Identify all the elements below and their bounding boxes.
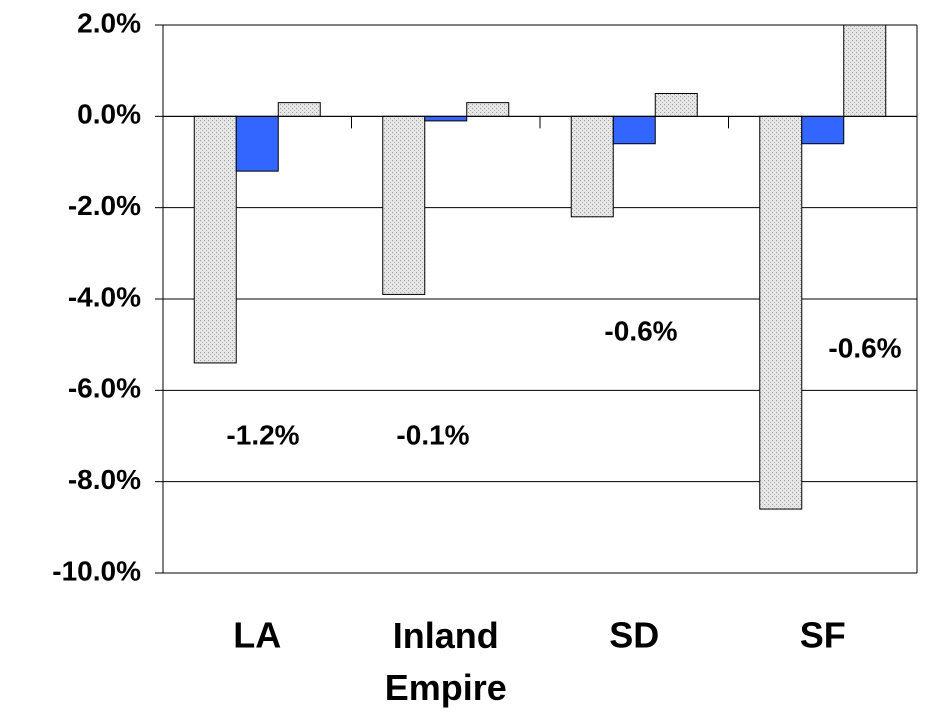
- x-tick-label: SF: [800, 615, 846, 656]
- bar: [466, 102, 510, 117]
- y-tick-label: 2.0%: [77, 7, 141, 38]
- y-tick-label: -8.0%: [68, 464, 141, 495]
- y-tick-label: -10.0%: [52, 555, 141, 586]
- bar: [570, 115, 614, 218]
- bar: [654, 93, 698, 117]
- y-tick-label: -6.0%: [68, 373, 141, 404]
- x-tick-label: SD: [609, 615, 659, 656]
- bar: [801, 115, 845, 145]
- bar: [759, 115, 803, 510]
- y-tick-label: -4.0%: [68, 281, 141, 312]
- bar: [235, 115, 279, 172]
- bar: [193, 115, 237, 364]
- y-tick-label: 0.0%: [77, 99, 141, 130]
- data-label: -0.6%: [604, 315, 677, 346]
- bar: [424, 115, 468, 122]
- bar: [277, 102, 321, 117]
- data-label: -1.2%: [226, 419, 299, 450]
- data-label: -0.1%: [396, 419, 469, 450]
- y-tick-label: -2.0%: [68, 190, 141, 221]
- bar: [843, 24, 887, 117]
- bar: [612, 115, 656, 145]
- bar: [382, 115, 426, 295]
- x-tick-label: Inland Empire: [385, 615, 507, 708]
- data-label: -0.6%: [828, 332, 901, 363]
- x-tick-label: LA: [233, 615, 281, 656]
